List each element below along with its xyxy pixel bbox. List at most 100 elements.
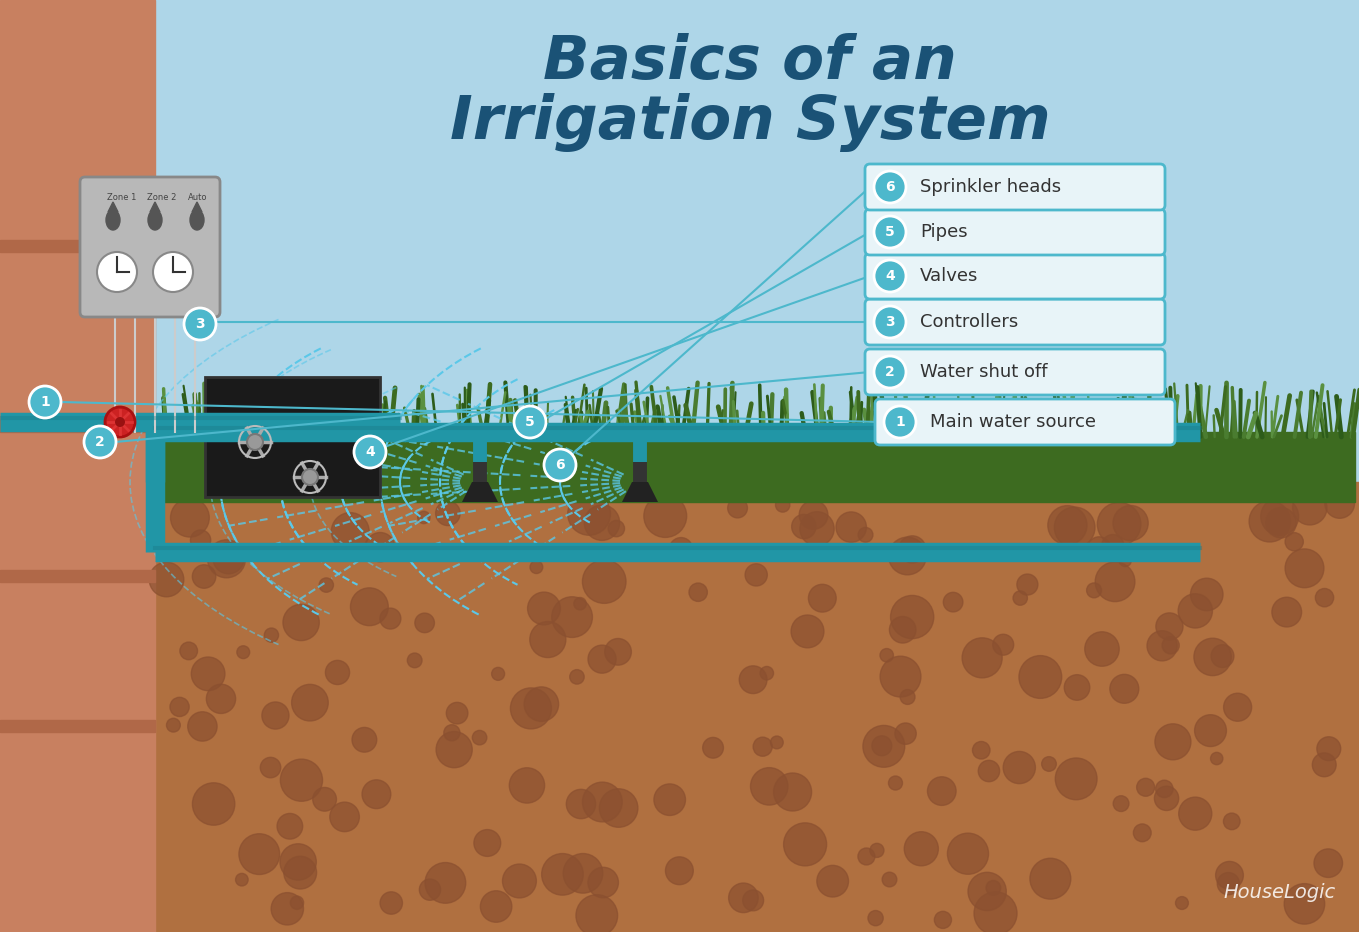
Circle shape bbox=[927, 776, 957, 805]
Circle shape bbox=[874, 356, 906, 388]
Circle shape bbox=[874, 260, 906, 292]
Circle shape bbox=[898, 536, 925, 563]
Circle shape bbox=[745, 564, 768, 586]
Circle shape bbox=[874, 306, 906, 338]
Circle shape bbox=[530, 622, 565, 658]
Circle shape bbox=[1157, 613, 1184, 640]
Circle shape bbox=[525, 687, 559, 721]
Circle shape bbox=[583, 782, 622, 822]
Circle shape bbox=[514, 406, 546, 438]
Circle shape bbox=[863, 725, 905, 767]
Circle shape bbox=[904, 831, 938, 866]
Circle shape bbox=[947, 833, 988, 874]
Polygon shape bbox=[622, 482, 658, 502]
Polygon shape bbox=[462, 482, 497, 502]
Circle shape bbox=[280, 760, 322, 802]
Circle shape bbox=[1292, 490, 1326, 525]
Circle shape bbox=[1317, 737, 1341, 761]
Circle shape bbox=[799, 500, 828, 529]
Circle shape bbox=[208, 540, 246, 578]
Circle shape bbox=[992, 635, 1014, 655]
FancyBboxPatch shape bbox=[80, 177, 220, 317]
Circle shape bbox=[272, 893, 303, 925]
Text: Auto: Auto bbox=[188, 193, 208, 202]
Circle shape bbox=[607, 520, 625, 537]
Circle shape bbox=[1162, 637, 1180, 654]
Circle shape bbox=[599, 788, 637, 828]
FancyBboxPatch shape bbox=[864, 299, 1165, 345]
Circle shape bbox=[1176, 897, 1188, 910]
Circle shape bbox=[170, 499, 209, 537]
Circle shape bbox=[1284, 884, 1325, 925]
Circle shape bbox=[425, 862, 466, 903]
Text: 1: 1 bbox=[896, 415, 905, 429]
Circle shape bbox=[576, 895, 617, 932]
Circle shape bbox=[330, 802, 359, 831]
Circle shape bbox=[1147, 631, 1177, 661]
Circle shape bbox=[890, 596, 934, 638]
Circle shape bbox=[817, 865, 848, 897]
Circle shape bbox=[264, 628, 279, 642]
Circle shape bbox=[776, 498, 790, 513]
Circle shape bbox=[1017, 574, 1038, 595]
Circle shape bbox=[1041, 757, 1056, 772]
Circle shape bbox=[262, 702, 289, 729]
Circle shape bbox=[179, 642, 197, 660]
Circle shape bbox=[319, 578, 333, 592]
Circle shape bbox=[943, 593, 964, 612]
Text: 6: 6 bbox=[885, 180, 894, 194]
Circle shape bbox=[511, 688, 552, 729]
Circle shape bbox=[881, 656, 921, 697]
Circle shape bbox=[1084, 632, 1120, 666]
Ellipse shape bbox=[190, 210, 204, 230]
Circle shape bbox=[420, 879, 440, 900]
Polygon shape bbox=[192, 202, 202, 212]
Circle shape bbox=[530, 561, 542, 573]
Circle shape bbox=[858, 848, 875, 865]
Circle shape bbox=[889, 616, 916, 643]
Circle shape bbox=[492, 667, 504, 680]
Circle shape bbox=[666, 857, 693, 884]
Circle shape bbox=[414, 613, 435, 633]
Circle shape bbox=[1055, 507, 1095, 548]
Ellipse shape bbox=[148, 210, 162, 230]
Circle shape bbox=[170, 697, 189, 717]
Circle shape bbox=[1249, 500, 1291, 542]
Circle shape bbox=[480, 891, 512, 923]
Circle shape bbox=[436, 732, 473, 768]
Circle shape bbox=[1003, 751, 1036, 784]
Circle shape bbox=[283, 604, 319, 640]
Circle shape bbox=[1223, 813, 1239, 829]
Text: HouseLogic: HouseLogic bbox=[1224, 883, 1336, 901]
Circle shape bbox=[809, 584, 836, 612]
Bar bbox=[0, 0, 155, 932]
Text: Water shut off: Water shut off bbox=[920, 363, 1048, 381]
Circle shape bbox=[1113, 505, 1148, 541]
Circle shape bbox=[366, 532, 394, 562]
Circle shape bbox=[105, 407, 135, 437]
Circle shape bbox=[703, 737, 723, 758]
Circle shape bbox=[444, 725, 459, 741]
Circle shape bbox=[193, 565, 216, 588]
Circle shape bbox=[527, 592, 560, 624]
Circle shape bbox=[739, 665, 766, 693]
Circle shape bbox=[1110, 675, 1139, 704]
Circle shape bbox=[313, 788, 337, 811]
Circle shape bbox=[1316, 588, 1333, 607]
Bar bbox=[0, 420, 155, 432]
Circle shape bbox=[325, 661, 349, 685]
Bar bbox=[0, 240, 155, 252]
Circle shape bbox=[236, 646, 250, 659]
Circle shape bbox=[584, 505, 620, 541]
Circle shape bbox=[894, 723, 916, 745]
Circle shape bbox=[870, 843, 883, 857]
Text: Main water source: Main water source bbox=[930, 413, 1095, 431]
Circle shape bbox=[116, 417, 125, 427]
Circle shape bbox=[84, 426, 116, 458]
Circle shape bbox=[1215, 861, 1243, 889]
Circle shape bbox=[247, 434, 264, 450]
Text: Pipes: Pipes bbox=[920, 223, 968, 241]
Text: Zone 2: Zone 2 bbox=[147, 193, 177, 202]
Circle shape bbox=[743, 890, 764, 911]
Circle shape bbox=[968, 872, 1006, 911]
